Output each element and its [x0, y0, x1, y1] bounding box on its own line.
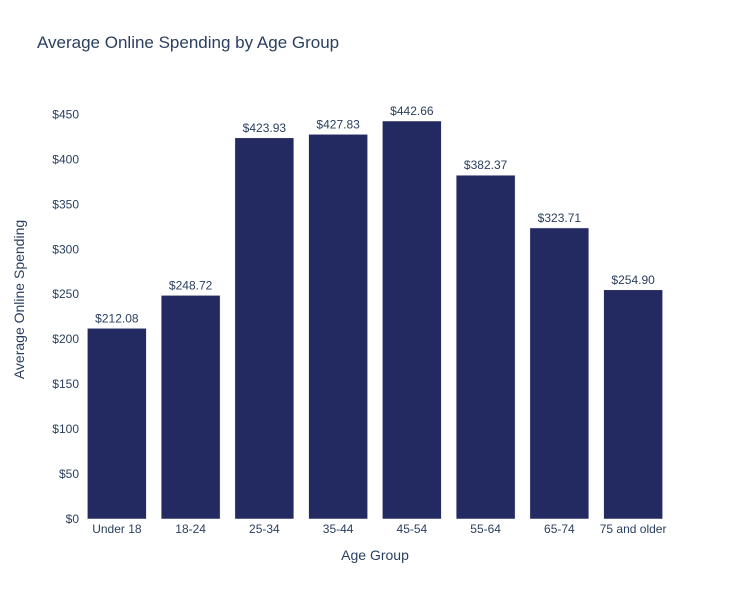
bar-value-label: $423.93	[243, 121, 287, 135]
x-tick-label: 65-74	[544, 522, 575, 536]
x-tick-label: Under 18	[92, 522, 142, 536]
y-tick-label: $350	[52, 197, 79, 211]
bar[interactable]	[308, 134, 368, 520]
data-labels-group: $212.08 $248.72 $423.93 $427.83 $442.66 $382.…	[95, 104, 655, 325]
x-tick-label: 75 and older	[600, 522, 667, 536]
bar-value-label: $254.90	[611, 273, 655, 287]
bar[interactable]	[603, 289, 663, 520]
y-tick-label: $150	[52, 377, 79, 391]
bar-value-label: $323.71	[538, 211, 582, 225]
y-tick-label: $400	[52, 152, 79, 166]
bar-value-label: $212.08	[95, 311, 139, 325]
bar[interactable]	[234, 137, 295, 520]
y-tick-label: $0	[66, 512, 80, 526]
bar[interactable]	[160, 295, 221, 520]
chart-title: Average Online Spending by Age Group	[37, 33, 340, 52]
bars-group	[87, 120, 663, 520]
x-tick-label: 45-54	[397, 522, 428, 536]
x-axis-ticks: Under 18 18-24 25-34 35-44 45-54 55-64 65-74 75…	[92, 522, 666, 536]
bar[interactable]	[529, 227, 590, 520]
bar[interactable]	[87, 328, 147, 520]
bar-value-label: $382.37	[464, 158, 508, 172]
y-tick-label: $50	[59, 467, 79, 481]
x-tick-label: 55-64	[470, 522, 501, 536]
x-tick-label: 35-44	[323, 522, 354, 536]
bar-value-label: $248.72	[169, 278, 213, 292]
y-axis-title: Average Online Spending	[11, 220, 27, 379]
bar[interactable]	[455, 174, 516, 520]
x-tick-label: 18-24	[175, 522, 206, 536]
y-axis-ticks: $0 $50 $100 $150 $200 $250 $300 $350 $400 $450	[52, 107, 79, 526]
y-tick-label: $450	[52, 107, 79, 121]
x-axis-title: Age Group	[341, 547, 409, 563]
bar[interactable]	[382, 120, 442, 520]
y-tick-label: $250	[52, 287, 79, 301]
y-tick-label: $100	[52, 422, 79, 436]
bar-value-label: $427.83	[316, 117, 360, 131]
x-tick-label: 25-34	[249, 522, 280, 536]
y-tick-label: $200	[52, 332, 79, 346]
y-tick-label: $300	[52, 242, 79, 256]
bar-value-label: $442.66	[390, 104, 434, 118]
